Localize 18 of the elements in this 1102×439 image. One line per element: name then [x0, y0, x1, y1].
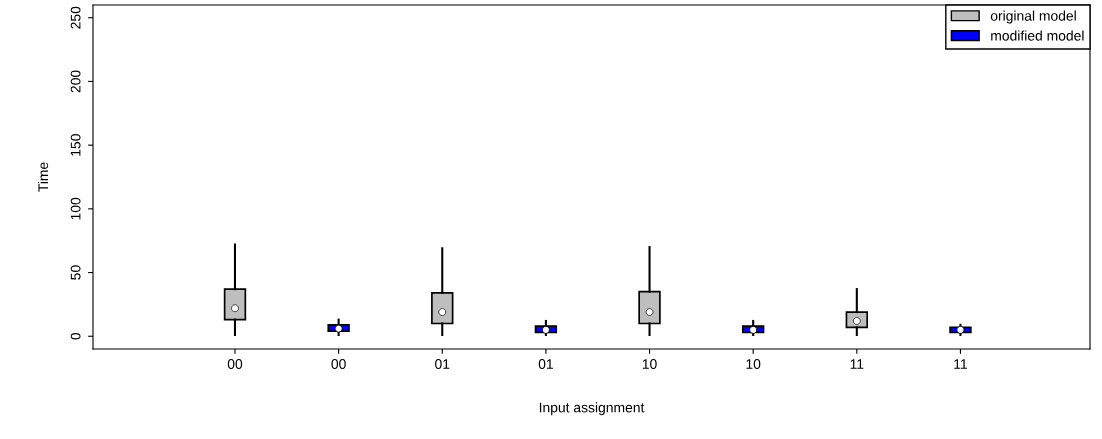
x-tick-label: 01 — [435, 359, 450, 369]
y-tick-label: 250 — [70, 6, 81, 29]
x-tick-label: 10 — [746, 359, 761, 369]
y-tick-label: 150 — [70, 134, 81, 156]
x-tick-label: 01 — [538, 359, 553, 369]
legend-label: original model — [990, 10, 1076, 24]
legend-label: modified model — [991, 30, 1084, 41]
x-tick-label: 10 — [642, 359, 657, 369]
y-tick-label: 200 — [70, 70, 81, 93]
x-tick-label: 11 — [850, 359, 864, 369]
x-tick-label: 00 — [227, 359, 243, 369]
x-axis-title: Input assignment — [539, 402, 645, 416]
y-tick-label: 50 — [70, 265, 81, 280]
y-tick-label: 0 — [70, 332, 81, 340]
x-tick-label: 00 — [331, 359, 346, 369]
y-tick-label: 100 — [70, 197, 81, 220]
y-axis-title: Time — [37, 162, 49, 192]
x-tick-label: 11 — [954, 359, 967, 369]
